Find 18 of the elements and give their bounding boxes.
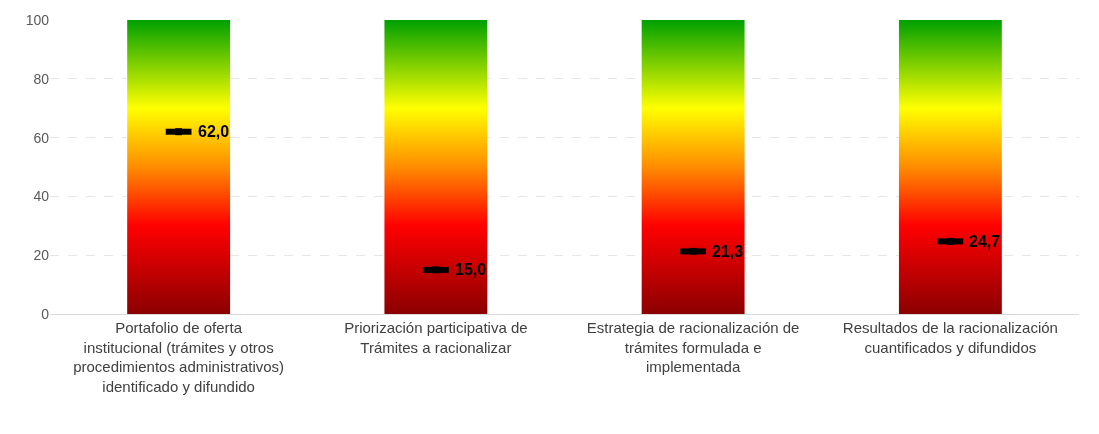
point [946, 237, 954, 245]
y-tick-label: 0 [41, 305, 50, 322]
y-tick-label: 20 [33, 247, 50, 264]
x-tick-label: Priorización participativa de Trámites a racionalizar [344, 319, 528, 356]
data-label: 15,0 [455, 261, 487, 278]
x-tick-label: Resultados de la racionalización cuantificados y difundidos [842, 319, 1058, 356]
x-tick-label: Estrategia de racionalización de trámites formulada e implementada [586, 319, 800, 375]
point [689, 247, 697, 255]
y-tick-label: 80 [33, 70, 50, 87]
x-tick-label: Portafolio de oferta institucional (trámites y otros procedimientos administrativos) identificado y difundido [73, 319, 285, 395]
y-tick-label: 60 [33, 129, 50, 146]
data-label: 21,3 [712, 243, 744, 260]
point [432, 266, 440, 274]
y-tick-label: 100 [25, 11, 50, 28]
y-tick-label: 40 [33, 188, 50, 205]
data-label: 24,7 [969, 233, 1001, 250]
point [175, 128, 183, 136]
data-label: 62,0 [198, 123, 230, 140]
